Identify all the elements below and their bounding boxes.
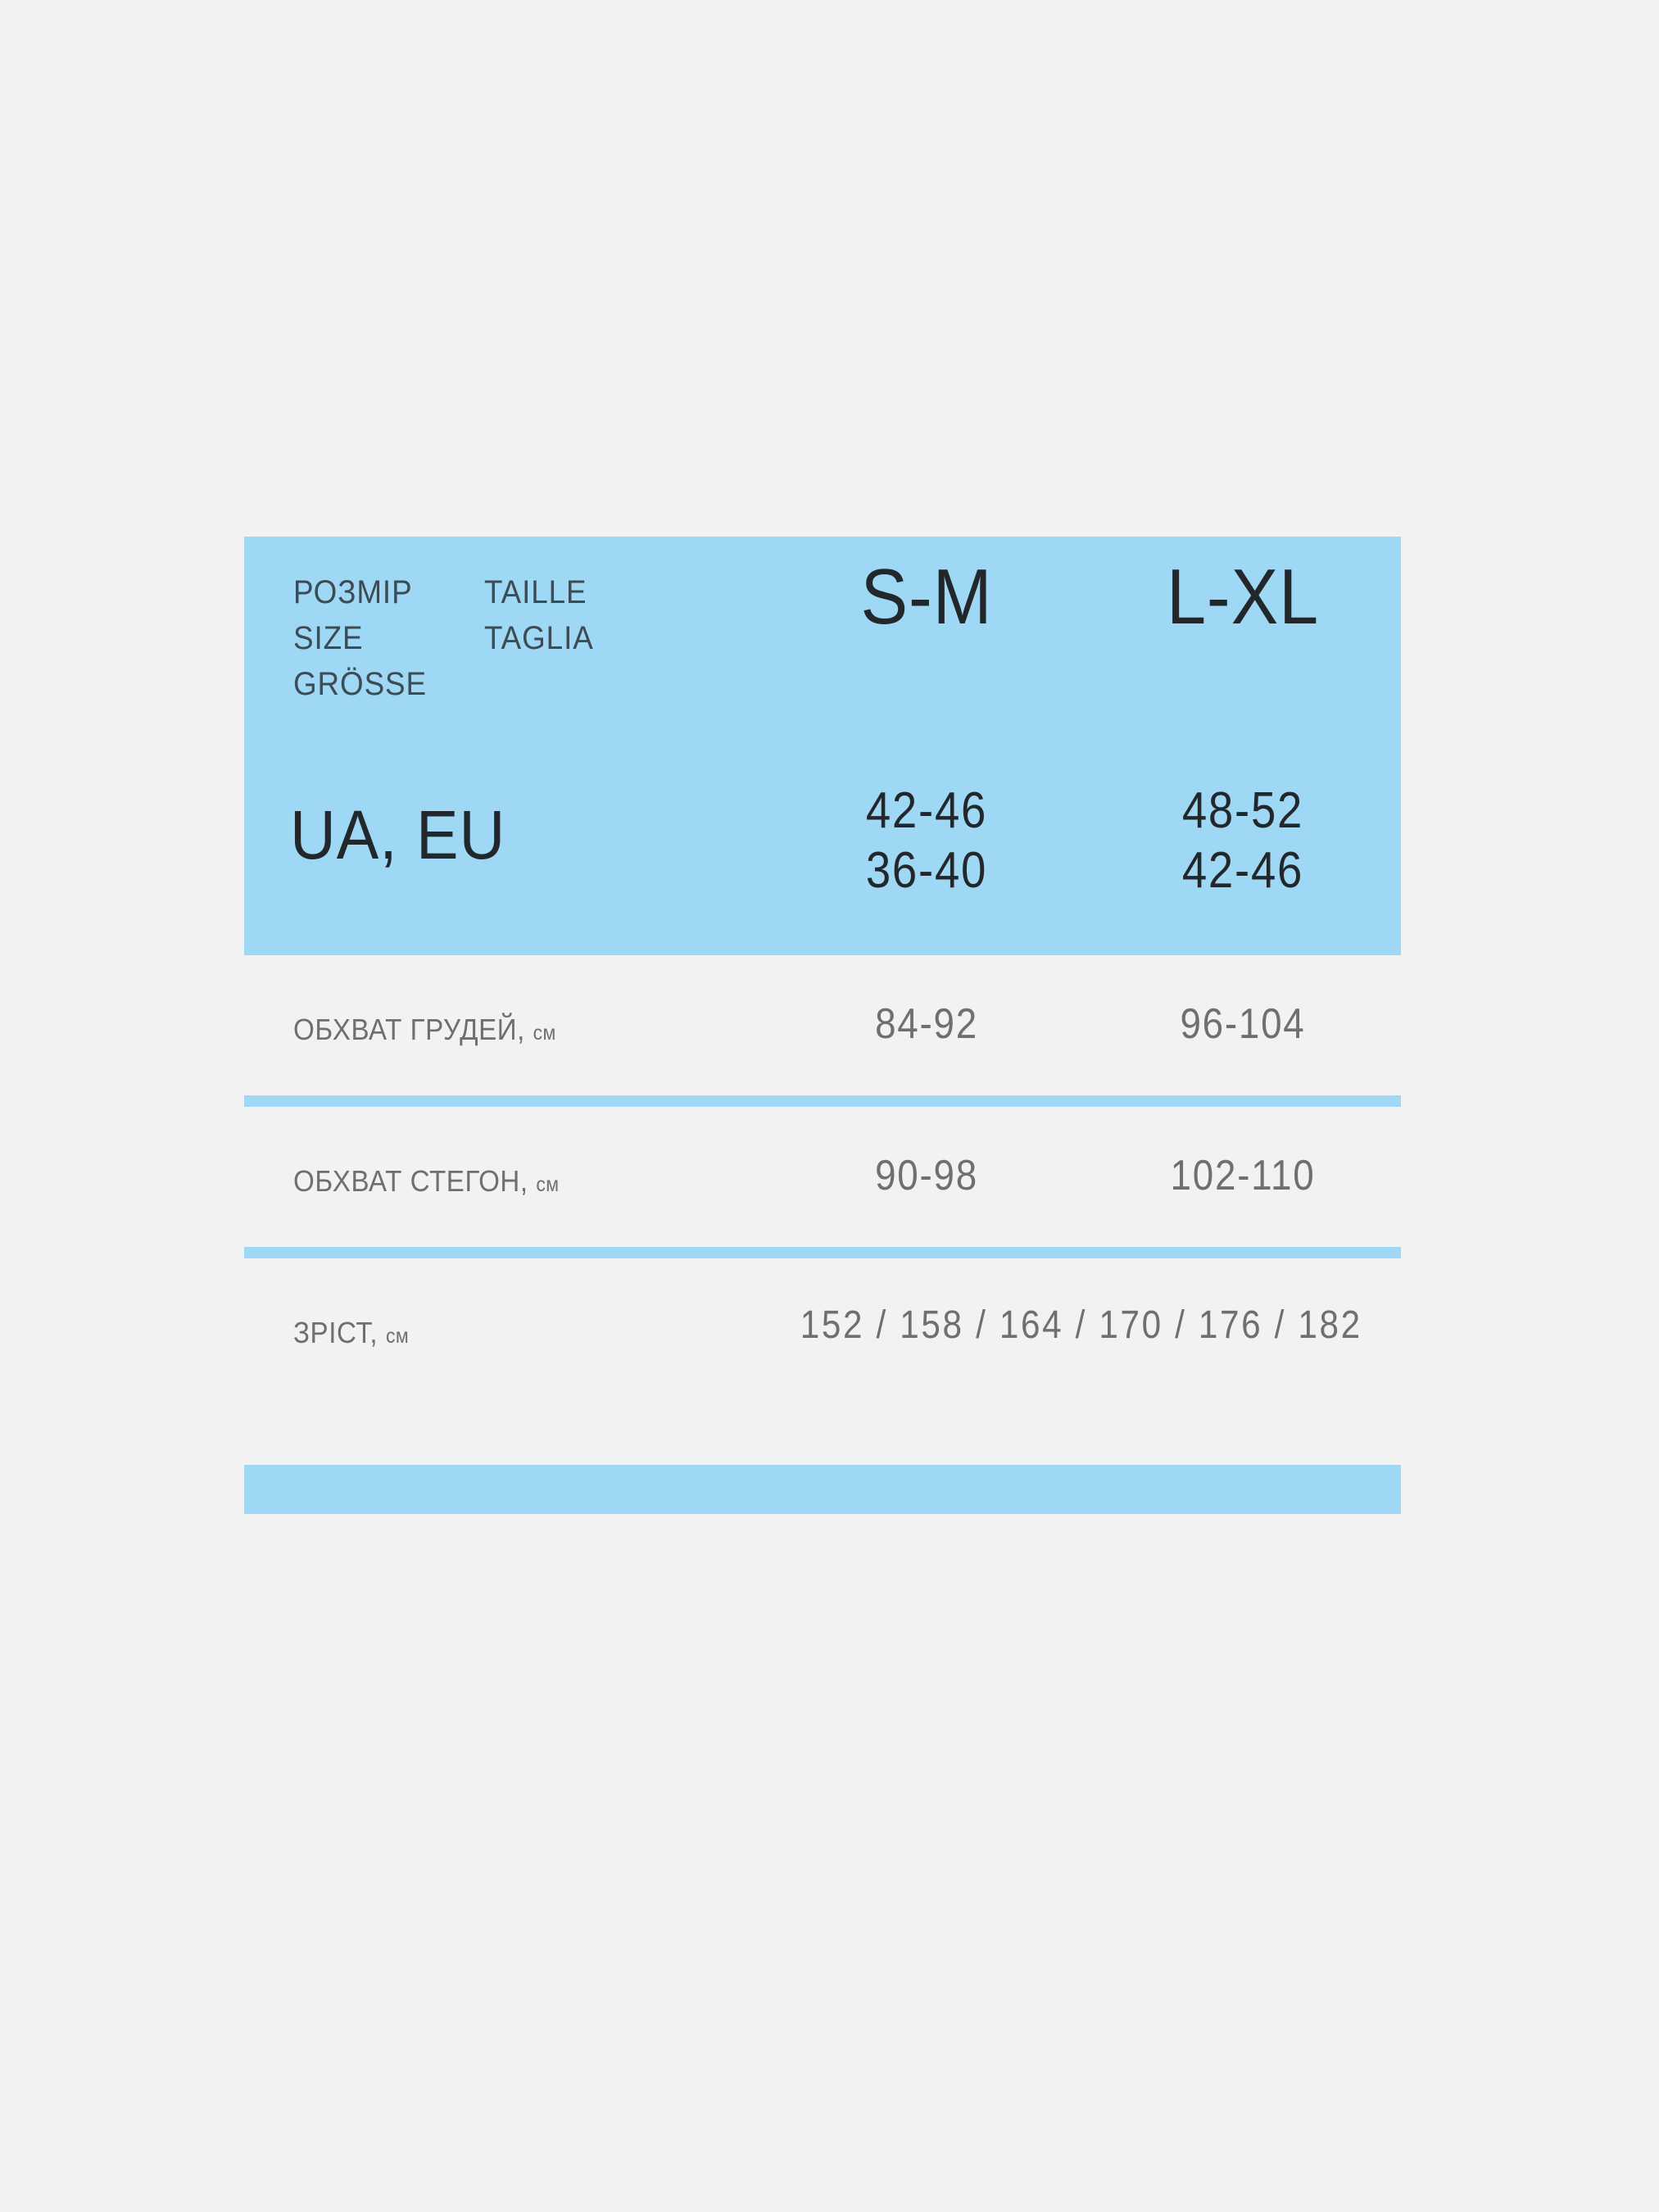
table-row: ОБХВАТ ГРУДЕЙ, см 84-92 96-104 [244,955,1401,1095]
size-label-rozmir: РОЗМІР [293,574,413,610]
size-label-grosse: GRÖSSE [293,666,427,702]
ua-eu-label: UA, EU [290,796,506,873]
measurement-label-chest-text: ОБХВАТ ГРУДЕЙ, [293,1013,525,1046]
measurement-unit-chest: см [533,1022,556,1045]
size-label-taglia: TAGLIA [484,620,594,656]
measurement-label-hips: ОБХВАТ СТЕГОН, см [293,1164,559,1199]
measurement-unit-hips: см [536,1173,560,1196]
measurement-hips-l-xl: 102-110 [1170,1152,1316,1199]
row-divider-1 [244,1095,1401,1107]
measurement-values-hips: 90-98 102-110 [768,1151,1401,1200]
ua-eu-value-l-xl-line2: 42-46 [1181,842,1304,900]
measurement-label-chest: ОБХВАТ ГРУДЕЙ, см [293,1013,556,1047]
size-header-labels: РОЗМІР SIZE GRÖSSE TAILLE TAGLIA [293,576,603,714]
size-column-s-m: S-M [860,553,993,641]
measurement-values-chest: 84-92 96-104 [768,999,1401,1049]
row-divider-2 [244,1247,1401,1258]
ua-eu-value-l-xl: 48-52 42-46 [1104,781,1382,900]
size-chart-header: РОЗМІР SIZE GRÖSSE TAILLE TAGLIA S-M L-X… [244,537,1401,955]
measurement-values-height: 152 / 158 / 164 / 170 / 176 / 182 [629,1303,1401,1348]
size-chart: РОЗМІР SIZE GRÖSSE TAILLE TAGLIA S-M L-X… [244,537,1401,1514]
size-label-group-primary: РОЗМІР SIZE GRÖSSE [293,576,438,714]
size-columns-header: S-M L-XL [768,558,1401,637]
ua-eu-values: 42-46 36-40 48-52 42-46 [768,781,1401,900]
measurement-label-hips-text: ОБХВАТ СТЕГОН, [293,1164,528,1198]
measurement-height-all: 152 / 158 / 164 / 170 / 176 / 182 [800,1303,1363,1347]
table-row: ОБХВАТ СТЕГОН, см 90-98 102-110 [244,1107,1401,1247]
size-label-taille: TAILLE [484,574,587,610]
ua-eu-value-s-m: 42-46 36-40 [787,781,1066,900]
measurement-hips-s-m: 90-98 [875,1152,978,1199]
table-row: ЗРІСТ, см 152 / 158 / 164 / 170 / 176 / … [244,1258,1401,1398]
ua-eu-value-s-m-line2: 36-40 [865,842,988,900]
bottom-accent-bar [244,1465,1401,1514]
ua-eu-value-s-m-line1: 42-46 [865,782,988,839]
measurement-chest-s-m: 84-92 [875,1000,978,1048]
measurement-unit-height: см [385,1325,410,1348]
size-label-size: SIZE [293,620,364,656]
size-label-group-secondary: TAILLE TAGLIA [484,576,603,714]
measurement-label-height: ЗРІСТ, см [293,1316,409,1350]
measurement-chest-l-xl: 96-104 [1180,1000,1306,1048]
ua-eu-value-l-xl-line1: 48-52 [1181,782,1304,839]
measurement-label-height-text: ЗРІСТ, [293,1316,378,1349]
size-column-l-xl: L-XL [1166,553,1320,641]
